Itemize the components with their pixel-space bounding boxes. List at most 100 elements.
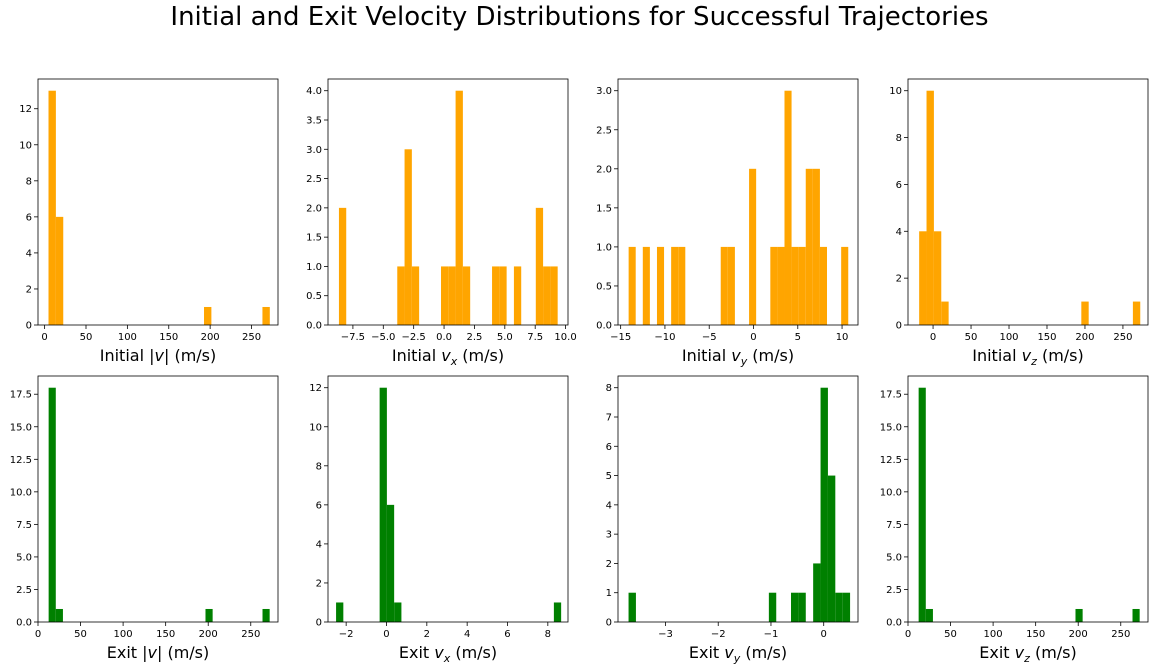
x-tick-label: 100	[999, 332, 1018, 343]
histogram-bar	[513, 266, 522, 325]
histogram-bar	[777, 246, 785, 325]
y-tick-label: 8	[316, 461, 322, 472]
histogram-bar	[656, 246, 665, 325]
histogram-bar	[394, 602, 402, 622]
x-tick-label: 10.0	[554, 332, 576, 343]
x-tick-label: −7.5	[341, 332, 365, 343]
y-tick-label: 4.0	[306, 86, 322, 97]
y-tick-label: 5.0	[886, 552, 902, 563]
x-tick-label: 0	[750, 332, 756, 343]
x-tick-label: 100	[984, 629, 1003, 640]
y-tick-label: 4	[606, 500, 612, 511]
y-tick-label: 4	[26, 248, 32, 259]
x-tick-label: 250	[241, 629, 260, 640]
y-tick-label: 12	[309, 383, 322, 394]
y-tick-label: 3.5	[306, 116, 322, 127]
x-axis-label: Initial vy (m/s)	[682, 346, 794, 368]
histogram-bar	[812, 168, 820, 325]
histogram-bar	[262, 608, 270, 622]
histogram-bar	[411, 266, 420, 325]
x-axis-label: Initial vx (m/s)	[392, 346, 504, 368]
y-tick-label: 5.0	[16, 552, 32, 563]
axes-frame	[907, 78, 1149, 326]
y-tick-label: 1.5	[596, 203, 612, 214]
x-tick-label: 200	[1069, 629, 1088, 640]
x-tick-label: 0	[35, 629, 41, 640]
histogram-bar	[918, 387, 926, 622]
histogram-bar	[535, 207, 544, 325]
y-tick-label: 0	[896, 321, 902, 332]
y-tick-label: 3	[606, 530, 612, 541]
figure-title: Initial and Exit Velocity Distributions …	[170, 2, 989, 32]
x-tick-label: 10	[836, 332, 849, 343]
y-tick-label: 1.0	[306, 262, 322, 273]
histogram-bar	[720, 246, 728, 325]
axes-frame	[617, 78, 859, 326]
y-tick-label: 12.5	[10, 455, 32, 466]
histogram-bar	[336, 602, 344, 622]
x-tick-label: −10	[654, 332, 675, 343]
histogram-bar	[798, 592, 806, 622]
histogram-bar	[262, 306, 270, 325]
histogram-bar	[941, 301, 949, 325]
y-tick-label: 10	[889, 86, 902, 97]
histogram-bar	[1132, 608, 1140, 622]
y-tick-label: 2.5	[16, 585, 32, 596]
histogram-panel-7: −3 −2 −1 0 0 1 2 3 4 5 6 7 8 Exit vy (m/s)	[606, 375, 859, 665]
x-axis-label: Exit vy (m/s)	[689, 643, 787, 665]
histogram-bar	[48, 90, 56, 326]
histogram-panel-2: −7.5 −5.0 −2.5 0.0 2.5 5.0 7.5 10.0 0.0 0.5 1.0 1.5…	[306, 78, 577, 368]
x-tick-label: 50	[74, 629, 87, 640]
y-tick-label: 8	[26, 176, 32, 187]
x-tick-label: −2	[711, 629, 726, 640]
y-tick-label: 15.0	[880, 422, 902, 433]
x-tick-label: −2.5	[402, 332, 426, 343]
y-tick-label: 17.5	[10, 390, 32, 401]
histogram-bar	[841, 246, 849, 325]
histogram-bar	[404, 149, 412, 325]
y-tick-label: 10	[19, 140, 32, 151]
histogram-bar	[628, 246, 636, 325]
histogram-bar	[386, 504, 395, 622]
x-tick-label: 50	[944, 629, 957, 640]
y-tick-label: 2.5	[886, 585, 902, 596]
y-tick-label: 0.0	[886, 618, 902, 629]
histogram-bar	[784, 90, 792, 326]
histogram-bar	[455, 90, 463, 326]
histogram-bar	[768, 592, 777, 622]
histogram-panel-6: −2 0 2 4 6 8 0 2 4 6 8 10 12 Exit vx (m/s)	[309, 375, 569, 665]
y-tick-label: 0.0	[306, 321, 322, 332]
y-tick-label: 2	[896, 274, 902, 285]
histogram-bar	[553, 602, 562, 622]
x-tick-label: 2	[424, 629, 430, 640]
y-tick-label: 2	[26, 284, 32, 295]
histogram-panel-5: 0 50 100 150 200 250 0.0 2.5 5.0 7.5 10.0 12.5 15.0 1…	[10, 375, 279, 662]
x-tick-label: 0	[930, 332, 936, 343]
histogram-bar	[835, 592, 843, 622]
histogram-panel-3: −15 −10 −5 0 5 10 0.0 0.5 1.0 1.5 2.0 2.5 3.0 Initial…	[596, 78, 859, 368]
y-tick-label: 5	[606, 471, 612, 482]
histogram-bar	[842, 592, 851, 622]
x-tick-label: 0	[905, 629, 911, 640]
x-axis-label: Initial vz (m/s)	[972, 346, 1084, 368]
histogram-bar	[448, 266, 456, 325]
histogram-bar	[926, 90, 934, 326]
histogram-bar	[1075, 608, 1083, 622]
x-tick-label: 200	[1075, 332, 1094, 343]
x-axis-label: Exit vz (m/s)	[979, 643, 1077, 665]
histogram-bar	[1081, 301, 1089, 325]
histogram-bar	[770, 246, 778, 325]
y-tick-label: 0.0	[16, 618, 32, 629]
histogram-bar	[628, 592, 636, 622]
x-tick-label: −1	[764, 629, 779, 640]
x-tick-label: 100	[118, 332, 137, 343]
y-tick-label: 2.5	[306, 174, 322, 185]
histogram-bar	[919, 231, 927, 325]
y-tick-label: 2	[606, 559, 612, 570]
x-tick-label: 0	[41, 332, 47, 343]
x-tick-label: 150	[1026, 629, 1045, 640]
y-tick-label: 6	[606, 442, 612, 453]
axes-frame	[617, 375, 859, 623]
x-tick-label: 150	[1037, 332, 1056, 343]
